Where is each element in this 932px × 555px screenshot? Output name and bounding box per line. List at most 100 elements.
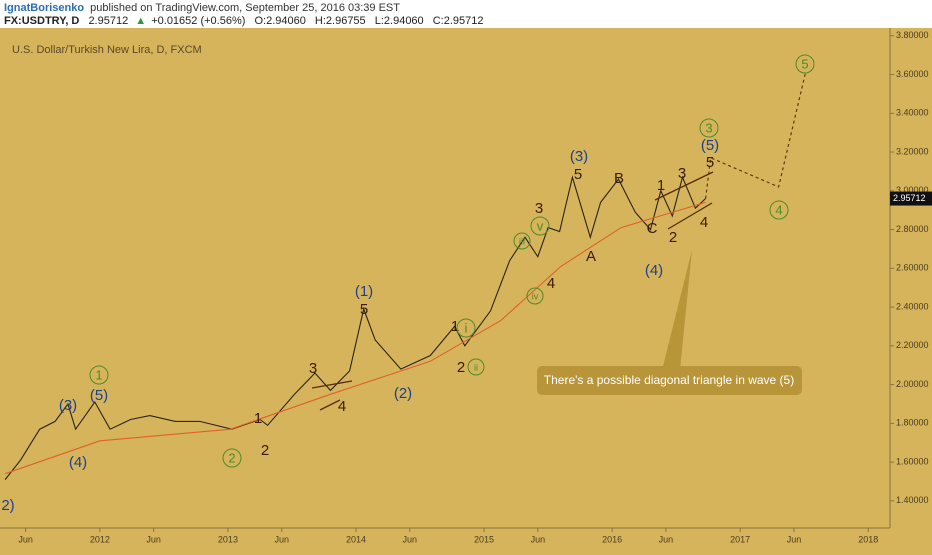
callout-box [537,366,802,395]
wave-circle [222,448,242,468]
change: +0.01652 (+0.56%) [151,15,245,27]
y-tick-label: 3.40000 [896,108,929,118]
wave-label: 3 [535,200,543,217]
price-line [4,175,706,480]
y-tick-label: 2.80000 [896,224,929,234]
y-tick-label: 1.40000 [896,495,929,505]
wave-circle [526,287,544,305]
wave-label: 3 [705,120,712,135]
wave-label: (4) [69,454,87,471]
wave-label: (5) [701,137,719,154]
high: H:2.96755 [315,15,366,27]
chart-title: U.S. Dollar/Turkish New Lira, D, FXCM [12,44,202,56]
y-tick-label: 3.00000 [896,185,929,195]
trend-line [319,399,341,411]
plot-bg [0,28,932,550]
wave-label: 5 [706,154,714,171]
wave-label: 4 [775,202,782,217]
open: O:2.94060 [254,15,305,27]
y-tick-label: 3.20000 [896,146,929,156]
wave-label: 3 [678,165,686,182]
y-tick-label: 2.40000 [896,301,929,311]
author[interactable]: IgnatBorisenko [4,2,84,14]
wave-circle [769,200,789,220]
y-tick-label: 2.60000 [896,263,929,273]
wave-label: 5 [574,166,582,183]
wave-circle [795,54,815,74]
published: published on TradingView.com, September … [90,2,400,14]
low: L:2.94060 [375,15,424,27]
wave-label: 1 [451,318,459,335]
close: C:2.95712 [433,15,484,27]
x-tick-label: Jun [18,534,33,544]
wave-label: (3) [570,148,588,165]
x-tick-label: Jun [403,534,418,544]
x-tick-label: Jun [274,534,289,544]
x-tick-label: 2014 [346,534,366,544]
wave-label: (4) [645,262,663,279]
symbol: FX:USDTRY, D [4,15,79,27]
trend-line [667,202,713,230]
wave-circle [530,216,550,236]
price-line [705,72,807,199]
wave-label: 2 [457,359,465,376]
y-tick-label: 1.80000 [896,418,929,428]
wave-label: 4 [338,398,346,415]
trend-line [654,171,714,201]
y-tick-label: 3.60000 [896,69,929,79]
wave-label: 3 [309,360,317,377]
wave-label: (1) [355,283,373,300]
wave-label: 4 [547,275,555,292]
y-tick-label: 1.60000 [896,456,929,466]
header-line1: IgnatBorisenko published on TradingView.… [4,2,400,14]
header-bg [0,0,932,28]
last-price-bg [890,191,932,206]
x-tick-label: Jun [146,534,161,544]
wave-label: i [465,320,468,335]
wave-circle [513,232,531,250]
wave-label: 2 [261,442,269,459]
wave-circle [89,365,109,385]
wave-label: A [586,248,596,265]
wave-label: 2) [1,497,14,514]
wave-label: 5 [801,56,808,71]
wave-circle [456,318,476,338]
wave-circle [699,118,719,138]
wave-label: (5) [90,387,108,404]
wave-label: 1 [95,367,102,382]
x-tick-label: Jun [659,534,674,544]
wave-label: 2 [669,229,677,246]
wave-circle [467,358,485,376]
header-line2: FX:USDTRY, D 2.95712 ▲ +0.01652 (+0.56%)… [4,15,484,27]
wave-label: iv [532,291,539,301]
x-tick-label: 2013 [218,534,238,544]
wave-label: C [647,220,658,237]
y-tick-label: 2.00000 [896,379,929,389]
last: 2.95712 [88,15,128,27]
last-price-label: 2.95712 [893,193,926,203]
x-tick-label: 2017 [730,534,750,544]
wave-label: v [537,218,544,233]
x-tick-label: 2015 [474,534,494,544]
wave-label: (2) [394,385,412,402]
up-arrow: ▲ [135,15,146,27]
price-line [4,201,706,475]
x-tick-label: 2012 [90,534,110,544]
wave-label: 4 [700,214,708,231]
wave-label: 1 [657,177,665,194]
wave-label: 2 [228,450,235,465]
callout-text: There's a possible diagonal triangle in … [544,373,794,387]
x-tick-label: Jun [531,534,546,544]
x-tick-label: 2016 [602,534,622,544]
axes: 1.40000 1.60000 1.80000 2.00000 2.20000 2.400… [18,30,932,544]
wave-label: 1 [254,410,262,427]
wave-label: ii [474,362,478,372]
trend-lines [311,171,714,411]
wave-label: B [614,170,624,187]
y-tick-label: 3.80000 [896,30,929,40]
x-tick-label: Jun [787,534,802,544]
trend-line [311,380,353,389]
